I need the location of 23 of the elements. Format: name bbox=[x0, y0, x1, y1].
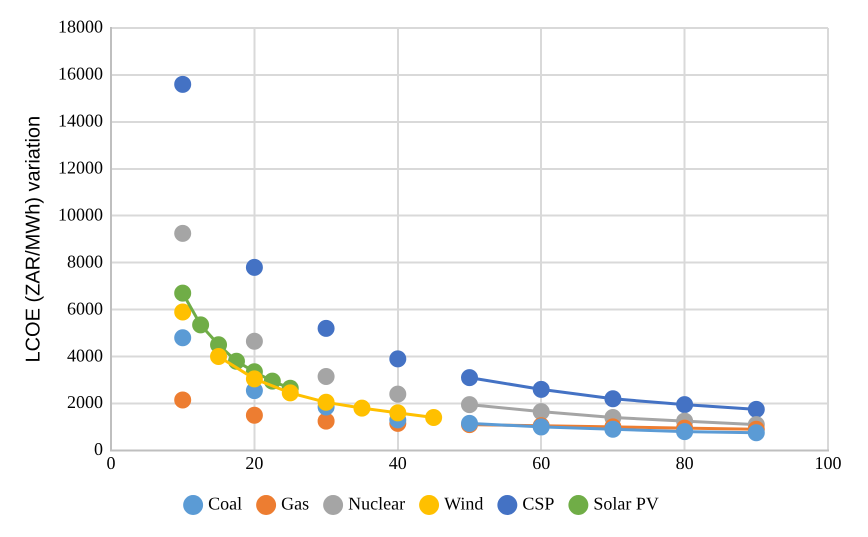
legend-label: Wind bbox=[444, 494, 484, 514]
y-axis-title: LCOE (ZAR/MWh) variation bbox=[22, 116, 45, 363]
y-tick-label: 14000 bbox=[58, 110, 103, 131]
y-tick-label: 12000 bbox=[58, 158, 103, 178]
y-tick-label: 0 bbox=[94, 439, 103, 460]
legend-label: Coal bbox=[208, 494, 242, 514]
legend-label: Solar PV bbox=[593, 494, 659, 514]
y-tick-label: 4000 bbox=[67, 345, 103, 366]
y-tick-label: 10000 bbox=[58, 204, 103, 224]
legend-label: Gas bbox=[281, 494, 310, 514]
y-tick-label: 8000 bbox=[67, 251, 103, 272]
y-tick-label: 16000 bbox=[58, 64, 103, 84]
x-tick-label: 40 bbox=[388, 452, 407, 473]
legend-label: CSP bbox=[522, 494, 554, 514]
legend-label: Nuclear bbox=[348, 494, 406, 514]
x-tick-label: 60 bbox=[532, 452, 550, 473]
y-tick-label: 6000 bbox=[67, 298, 103, 318]
x-tick-label: 0 bbox=[106, 452, 116, 473]
x-tick-label: 100 bbox=[814, 452, 842, 473]
y-tick-label: 2000 bbox=[67, 392, 103, 412]
x-tick-label: 20 bbox=[245, 452, 264, 473]
y-tick-label: 18000 bbox=[58, 16, 103, 37]
x-tick-label: 80 bbox=[676, 452, 694, 473]
